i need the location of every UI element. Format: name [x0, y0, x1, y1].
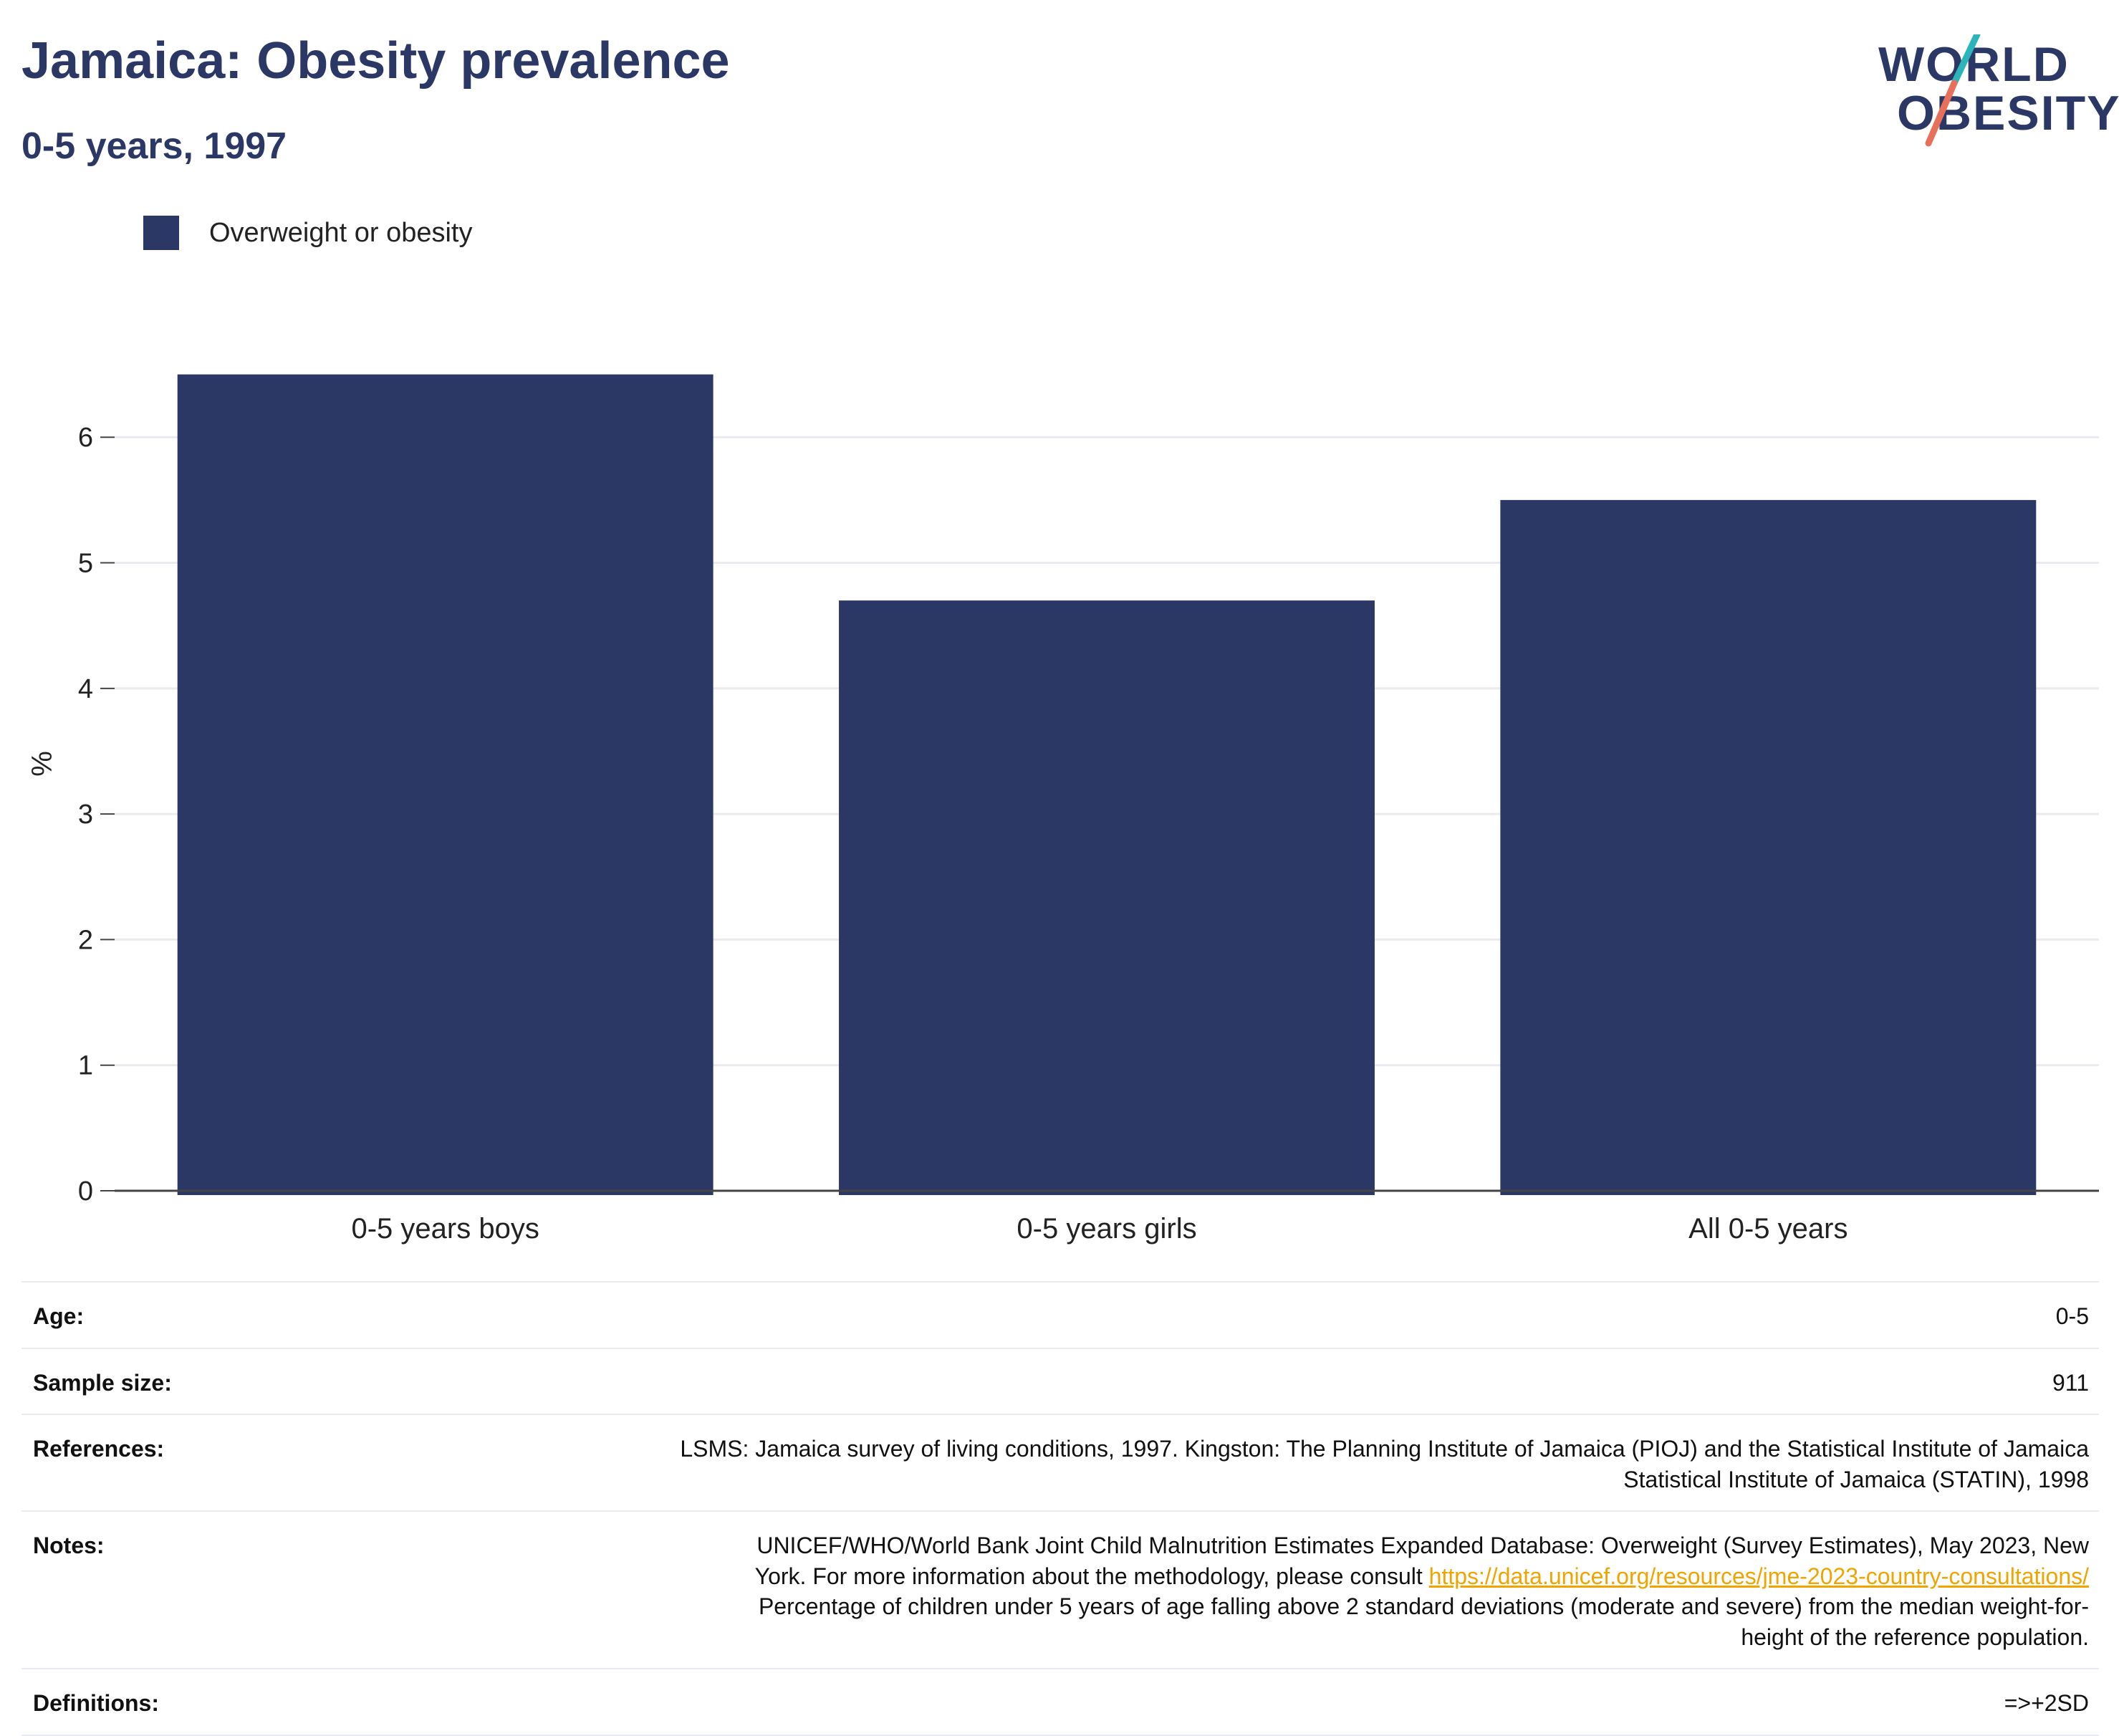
meta-key: Notes: — [33, 1533, 105, 1559]
meta-value-line: Statistical Institute of Jamaica (STATIN… — [1623, 1466, 2089, 1492]
bar — [839, 600, 1375, 1195]
y-axis-title: % — [27, 751, 58, 777]
meta-value: LSMS: Jamaica survey of living condition… — [680, 1434, 2089, 1495]
bar-chart: 0 1 2 3 4 5 6 0-5 years boys 0-5 years girls All … — [27, 374, 2099, 1245]
page-subtitle: 0-5 years, 1997 — [21, 125, 287, 167]
x-tick-label: 0-5 years boys — [351, 1213, 539, 1245]
metadata-table: Age: 0-5 Sample size: 911 References: LSMS: J… — [21, 1281, 2099, 1736]
y-tick-label: 2 — [78, 925, 93, 955]
meta-key: Definitions: — [33, 1690, 159, 1717]
y-tick-label: 3 — [78, 800, 93, 830]
legend-swatch — [143, 216, 179, 250]
meta-value-line: =>+2SD — [2004, 1690, 2089, 1717]
page-title: Jamaica: Obesity prevalence — [21, 32, 730, 90]
y-tick-label: 1 — [78, 1051, 93, 1081]
meta-row: Definitions: =>+2SD — [21, 1669, 2099, 1736]
world-obesity-logo: WORLD OBESITY — [1870, 34, 2119, 149]
meta-value-line: Percentage of children under 5 years of … — [758, 1593, 2089, 1620]
meta-value-line: UNICEF/WHO/World Bank Joint Child Malnut… — [756, 1533, 2089, 1559]
chart-legend: Overweight or obesity — [143, 215, 473, 251]
meta-key: Age: — [33, 1303, 85, 1329]
meta-row: References: LSMS: Jamaica survey of livin… — [21, 1415, 2099, 1512]
meta-key: Sample size: — [33, 1369, 172, 1396]
meta-value-line: York. For more information about the met… — [755, 1561, 2089, 1592]
unicef-link[interactable]: https://data.unicef.org/resources/jme-20… — [1428, 1563, 2089, 1589]
meta-value: UNICEF/WHO/World Bank Joint Child Malnut… — [755, 1530, 2089, 1652]
axes: 0 1 2 3 4 5 6 0-5 years boys 0-5 years girls All … — [27, 423, 2099, 1245]
bars — [177, 374, 2037, 1195]
meta-value: =>+2SD — [2004, 1688, 2089, 1719]
meta-row: Sample size: 911 — [21, 1349, 2099, 1416]
y-tick-label: 6 — [78, 423, 93, 453]
y-tick-label: 0 — [78, 1176, 93, 1207]
logo-slash-icon — [1925, 34, 1981, 147]
meta-value-line: LSMS: Jamaica survey of living condition… — [680, 1436, 2089, 1462]
meta-row: Notes: UNICEF/WHO/World Bank Joint Child … — [21, 1512, 2099, 1670]
meta-row: Age: 0-5 — [21, 1282, 2099, 1349]
meta-value-line: 911 — [2052, 1369, 2089, 1396]
link-prefix: York. For more information about the met… — [754, 1563, 1429, 1589]
meta-value-line: height of the reference population. — [1741, 1624, 2089, 1650]
meta-value: 911 — [2052, 1368, 2089, 1399]
x-tick-label: 0-5 years girls — [1017, 1213, 1196, 1245]
legend-label: Overweight or obesity — [209, 217, 473, 248]
meta-key: References: — [33, 1436, 165, 1462]
meta-value-line: 0-5 — [2055, 1303, 2089, 1329]
y-tick-label: 5 — [78, 549, 93, 579]
y-tick-label: 4 — [78, 674, 93, 704]
bar — [1500, 499, 2037, 1195]
x-tick-label: All 0-5 years — [1688, 1213, 1847, 1245]
meta-value: 0-5 — [2056, 1301, 2089, 1332]
bar — [177, 374, 713, 1195]
